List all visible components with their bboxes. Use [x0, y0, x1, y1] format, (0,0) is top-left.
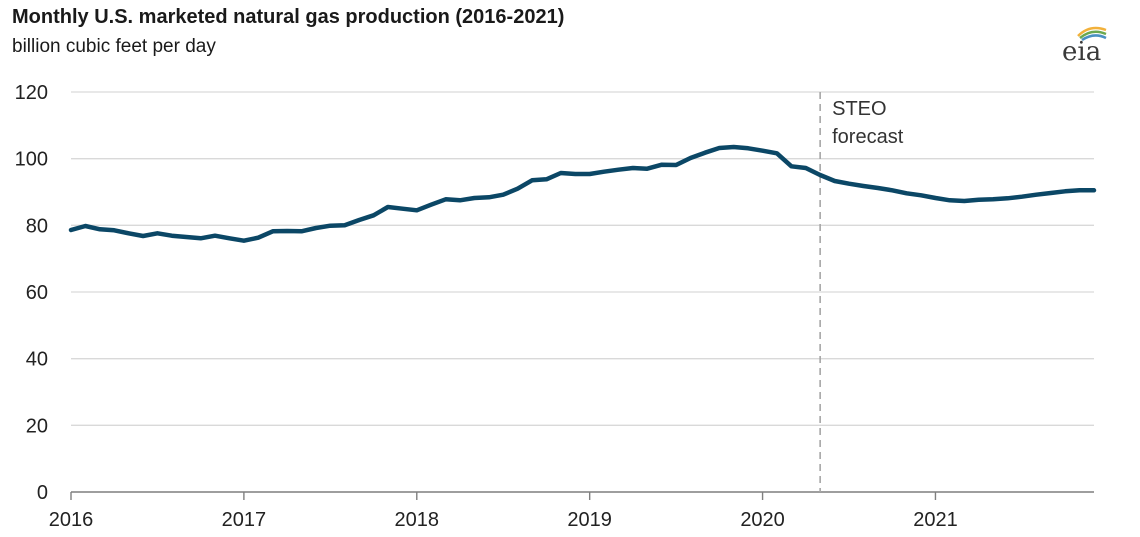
y-tick-label-60: 60	[26, 282, 48, 304]
x-tick-label-2016: 2016	[49, 509, 94, 531]
x-tick-label-2020: 2020	[740, 509, 785, 531]
x-tick-label-2018: 2018	[395, 509, 440, 531]
y-tick-label-100: 100	[15, 149, 48, 171]
forecast-label-steo: STEO	[832, 98, 886, 120]
x-tick-label-2019: 2019	[567, 509, 612, 531]
y-tick-label-120: 120	[15, 82, 48, 104]
chart-subtitle: billion cubic feet per day	[12, 36, 216, 57]
forecast-label-forecast: forecast	[832, 126, 904, 148]
y-tick-label-0: 0	[37, 482, 48, 504]
y-tick-label-80: 80	[26, 215, 48, 237]
eia-logo: eia	[1056, 18, 1120, 68]
x-axis: 2016 2017 2018 2019 2020 2021	[49, 491, 1094, 531]
x-tick-label-2017: 2017	[222, 509, 267, 531]
eia-logo-text: eia	[1062, 37, 1101, 67]
x-tick-label-2021: 2021	[913, 509, 958, 531]
chart-title: Monthly U.S. marketed natural gas produc…	[12, 6, 565, 28]
production-series-line	[68, 144, 1097, 243]
y-axis-ticks: 0 20 40 60 80 100 120	[15, 82, 48, 504]
y-tick-label-40: 40	[26, 349, 48, 371]
gridlines	[71, 91, 1094, 426]
y-tick-label-20: 20	[26, 415, 48, 437]
